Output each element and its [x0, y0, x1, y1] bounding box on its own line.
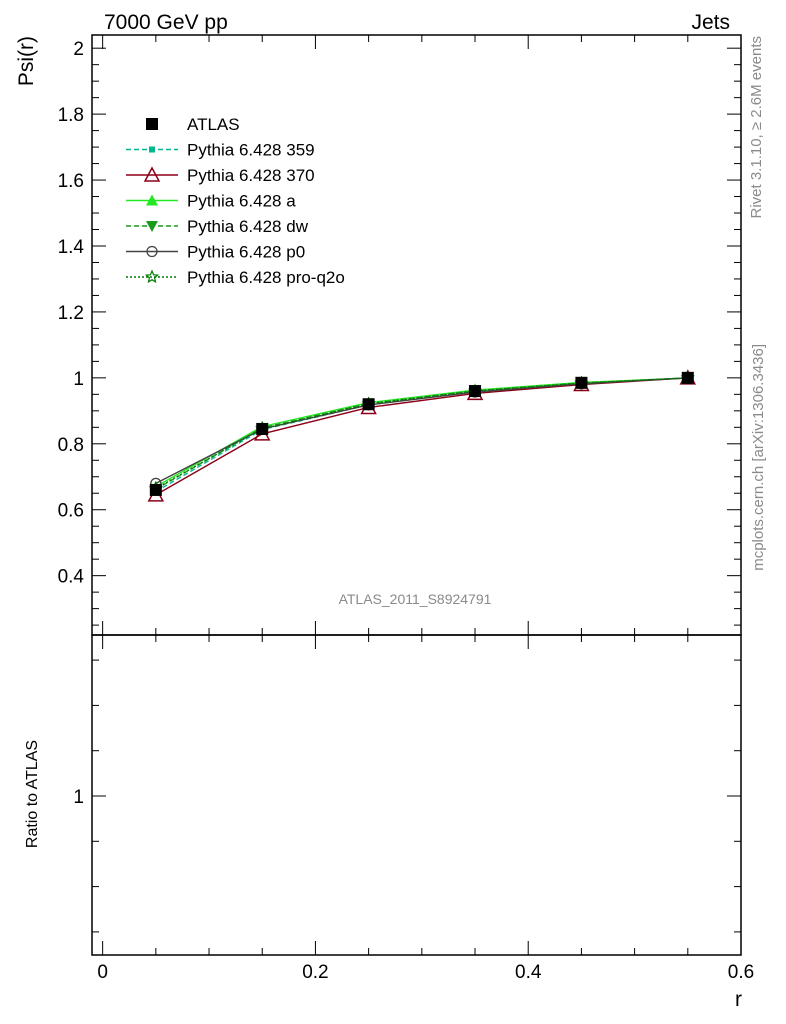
series-pythia-6-428-dw — [149, 372, 694, 496]
series-pythia-6-428-a — [149, 371, 694, 492]
y-tick-label: 1.8 — [58, 105, 84, 126]
data-point — [469, 385, 482, 398]
data-point — [149, 483, 162, 496]
x-tick-label: 0.4 — [515, 962, 542, 983]
data-point — [146, 245, 158, 258]
legend-label: Pythia 6.428 p0 — [187, 243, 305, 262]
legend-label: ATLAS — [187, 115, 240, 134]
data-point — [149, 146, 155, 153]
legend-label: Pythia 6.428 359 — [187, 141, 315, 160]
data-point — [146, 221, 158, 232]
y-tick-label: 0.8 — [58, 435, 84, 456]
legend-label: Pythia 6.428 dw — [187, 217, 309, 236]
y-tick-label: 1.4 — [58, 237, 85, 258]
mcplots-label: mcplots.cern.ch [arXiv:1306.3436] — [750, 344, 767, 571]
legend-entry: ATLAS — [146, 115, 240, 134]
x-axis-title: r — [735, 988, 742, 1011]
analysis-watermark: ATLAS_2011_S8924791 — [339, 591, 492, 607]
series-line — [155, 377, 688, 488]
main-axis-ticks: 0.4 0.6 0.8 1 1.2 1.4 1.6 1.8 2 — [58, 39, 741, 626]
data-point — [146, 194, 158, 206]
y-tick-label: 0.4 — [58, 567, 85, 588]
legend-entry: Pythia 6.428 p0 — [126, 243, 305, 262]
header-left-label: 7000 GeV pp — [104, 11, 228, 34]
x-tick-label: 0 — [97, 962, 108, 983]
data-point — [144, 269, 160, 284]
ratio-axis-ticks: 1 — [73, 659, 741, 933]
legend-label: Pythia 6.428 370 — [187, 166, 315, 185]
legend-entry: Pythia 6.428 a — [126, 192, 296, 211]
data-series — [147, 369, 697, 502]
series-line — [155, 377, 688, 485]
series-pythia-6-428-359 — [152, 374, 691, 495]
rivet-version-label: Rivet 3.1.10, ≥ 2.6M events — [748, 36, 765, 219]
y-tick-label: 1 — [73, 369, 84, 390]
y-tick-label: 1.2 — [58, 303, 84, 324]
y-axis-title: Psi(r) — [15, 36, 38, 86]
series-line — [155, 377, 688, 490]
ratio-y-axis-title: Ratio to ATLAS — [24, 740, 41, 848]
header-right-label: Jets — [691, 11, 730, 34]
series-atlas — [149, 371, 694, 496]
data-point — [681, 371, 694, 384]
x-axis-ticks: 0 0.2 0.4 0.6 — [97, 35, 754, 983]
legend-entry: Pythia 6.428 359 — [126, 141, 315, 160]
legend: ATLAS Pythia 6.428 359 Pythia 6.428 370 Pyt… — [126, 115, 345, 287]
x-tick-label: 0.2 — [302, 962, 328, 983]
legend-entry: Pythia 6.428 pro-q2o — [126, 268, 345, 287]
y-tick-label: 1.6 — [58, 171, 84, 192]
series-pythia-6-428-370 — [147, 369, 697, 502]
series-line — [155, 377, 688, 493]
data-point — [143, 166, 161, 182]
y-tick-label: 0.6 — [58, 501, 84, 522]
ratio-tick-label: 1 — [73, 787, 84, 808]
y-tick-label: 2 — [73, 39, 84, 60]
x-tick-label: 0.6 — [728, 962, 754, 983]
series-pythia-6-428-pro-q2o — [148, 370, 695, 495]
series-pythia-6-428-p0 — [150, 372, 694, 490]
data-point — [362, 398, 375, 411]
series-line — [155, 377, 688, 490]
legend-label: Pythia 6.428 pro-q2o — [187, 268, 345, 287]
legend-entry: Pythia 6.428 370 — [126, 166, 315, 185]
series-line — [155, 377, 688, 496]
data-point — [146, 118, 158, 130]
data-point — [575, 376, 588, 389]
data-point — [256, 422, 269, 435]
ratio-plot-frame — [91, 634, 742, 956]
legend-entry: Pythia 6.428 dw — [126, 217, 309, 236]
legend-label: Pythia 6.428 a — [187, 192, 296, 211]
